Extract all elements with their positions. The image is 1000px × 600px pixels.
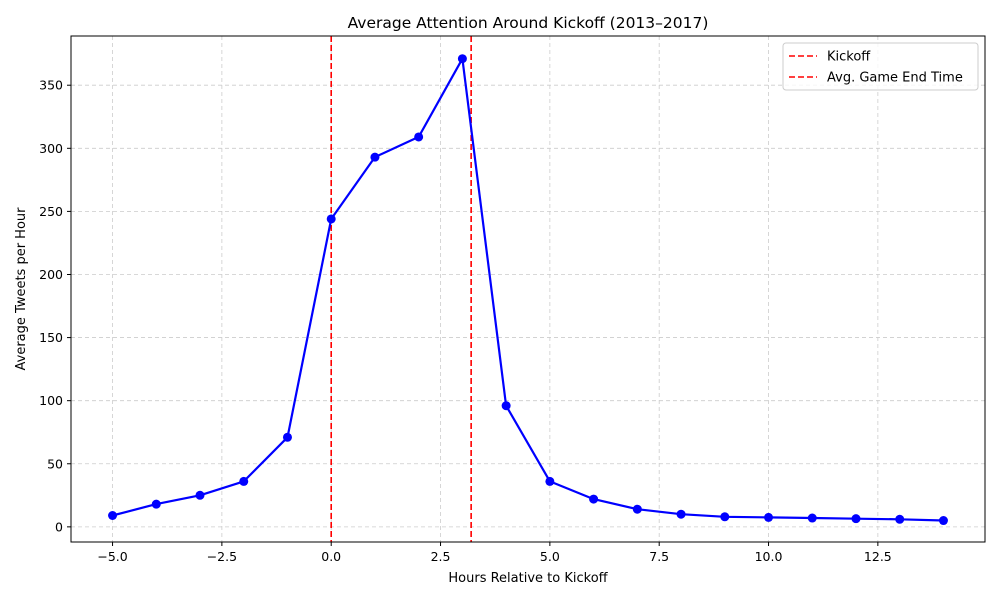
data-point bbox=[589, 494, 599, 504]
y-tick-label: 50 bbox=[47, 456, 63, 471]
series-line bbox=[112, 57, 944, 522]
plot-frame bbox=[70, 35, 986, 543]
legend-label-kickoff: Kickoff bbox=[827, 50, 871, 65]
x-axis-label: Hours Relative to Kickoff bbox=[448, 571, 608, 586]
y-tick-label: 150 bbox=[39, 330, 63, 345]
legend-label-game-end: Avg. Game End Time bbox=[827, 71, 963, 86]
y-tick-label: 100 bbox=[39, 393, 63, 408]
data-point bbox=[282, 432, 292, 442]
data-point bbox=[370, 152, 380, 162]
y-tick-label: 250 bbox=[39, 204, 63, 219]
y-tick-label: 200 bbox=[39, 267, 63, 282]
legend: Kickoff Avg. Game End Time bbox=[782, 42, 979, 91]
data-point bbox=[151, 499, 161, 509]
data-point bbox=[457, 54, 467, 64]
data-point bbox=[108, 511, 118, 521]
x-tick-label: 7.5 bbox=[649, 549, 669, 564]
data-point bbox=[676, 509, 686, 519]
chart-title: Average Attention Around Kickoff (2013–2… bbox=[348, 14, 709, 32]
data-point bbox=[501, 401, 511, 411]
data-point bbox=[720, 512, 730, 522]
data-point bbox=[851, 514, 861, 524]
series-layer bbox=[108, 54, 948, 526]
x-tick-label: 5.0 bbox=[540, 549, 560, 564]
ticks: −5.0 −2.5 0.0 2.5 5.0 7.5 10.0 12.5 0 50 100 150 200… bbox=[39, 78, 892, 564]
data-point bbox=[895, 514, 905, 524]
data-point bbox=[414, 132, 424, 142]
data-point bbox=[239, 476, 249, 486]
y-tick-label: 350 bbox=[39, 78, 63, 93]
x-tick-label: −2.5 bbox=[207, 549, 237, 564]
y-axis-label: Average Tweets per Hour bbox=[14, 207, 29, 371]
x-tick-label: 12.5 bbox=[864, 549, 892, 564]
data-point bbox=[545, 476, 555, 486]
reference-lines bbox=[330, 36, 472, 542]
x-tick-label: −5.0 bbox=[97, 549, 127, 564]
legend-box bbox=[782, 42, 979, 91]
data-point bbox=[632, 504, 642, 514]
y-tick-label: 300 bbox=[39, 141, 63, 156]
x-tick-label: 0.0 bbox=[321, 549, 341, 564]
x-tick-label: 2.5 bbox=[431, 549, 451, 564]
data-point bbox=[807, 513, 817, 523]
grid bbox=[71, 36, 985, 542]
data-point bbox=[764, 512, 774, 522]
y-tick-label: 0 bbox=[55, 519, 63, 534]
x-tick-label: 10.0 bbox=[755, 549, 783, 564]
data-point bbox=[326, 214, 336, 224]
data-point bbox=[938, 516, 948, 526]
data-point bbox=[195, 490, 205, 500]
